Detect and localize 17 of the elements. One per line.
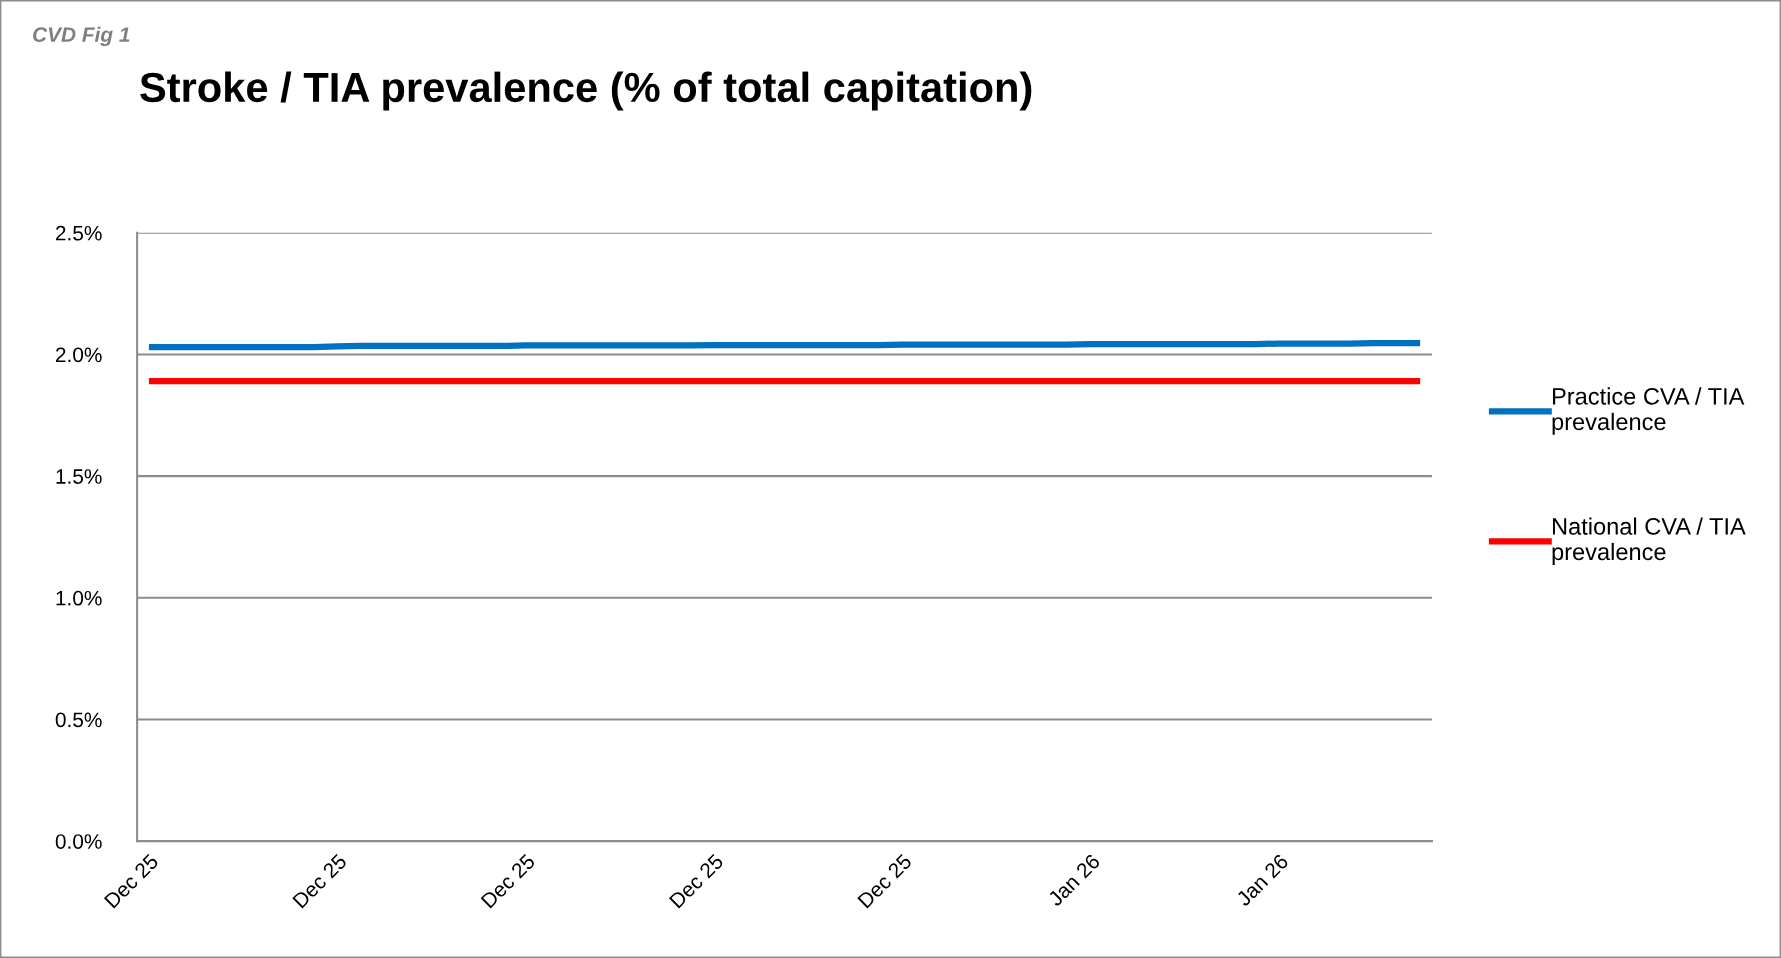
y-tick-label: 1.5% <box>56 469 102 484</box>
y-tick-label: 2.0% <box>55 347 102 363</box>
legend-label: National CVA / TIA prevalence <box>1552 517 1746 565</box>
x-tick-label: Jan 26 <box>1235 853 1290 908</box>
chart-title: Stroke / TIA prevalence (% of total capitation) <box>140 71 1032 111</box>
x-tick-label: Dec 25 <box>480 853 536 909</box>
y-tick-label: 2.5% <box>55 225 102 241</box>
y-tick-label: 0.0% <box>55 834 102 849</box>
text: CVD Fig 1 <box>33 26 130 47</box>
x-tick-label: Dec 25 <box>668 853 725 909</box>
x-tick-label: Dec 25 <box>292 853 348 909</box>
x-tick-label: Dec 25 <box>857 853 913 909</box>
x-tick-label: Jan 26 <box>1046 853 1101 908</box>
y-tick-label: 1.0% <box>56 590 102 606</box>
legend-label: Practice CVA / TIA prevalence <box>1552 387 1745 435</box>
y-tick-label: 0.5% <box>55 712 102 728</box>
x-tick-label: Dec 25 <box>103 853 160 909</box>
